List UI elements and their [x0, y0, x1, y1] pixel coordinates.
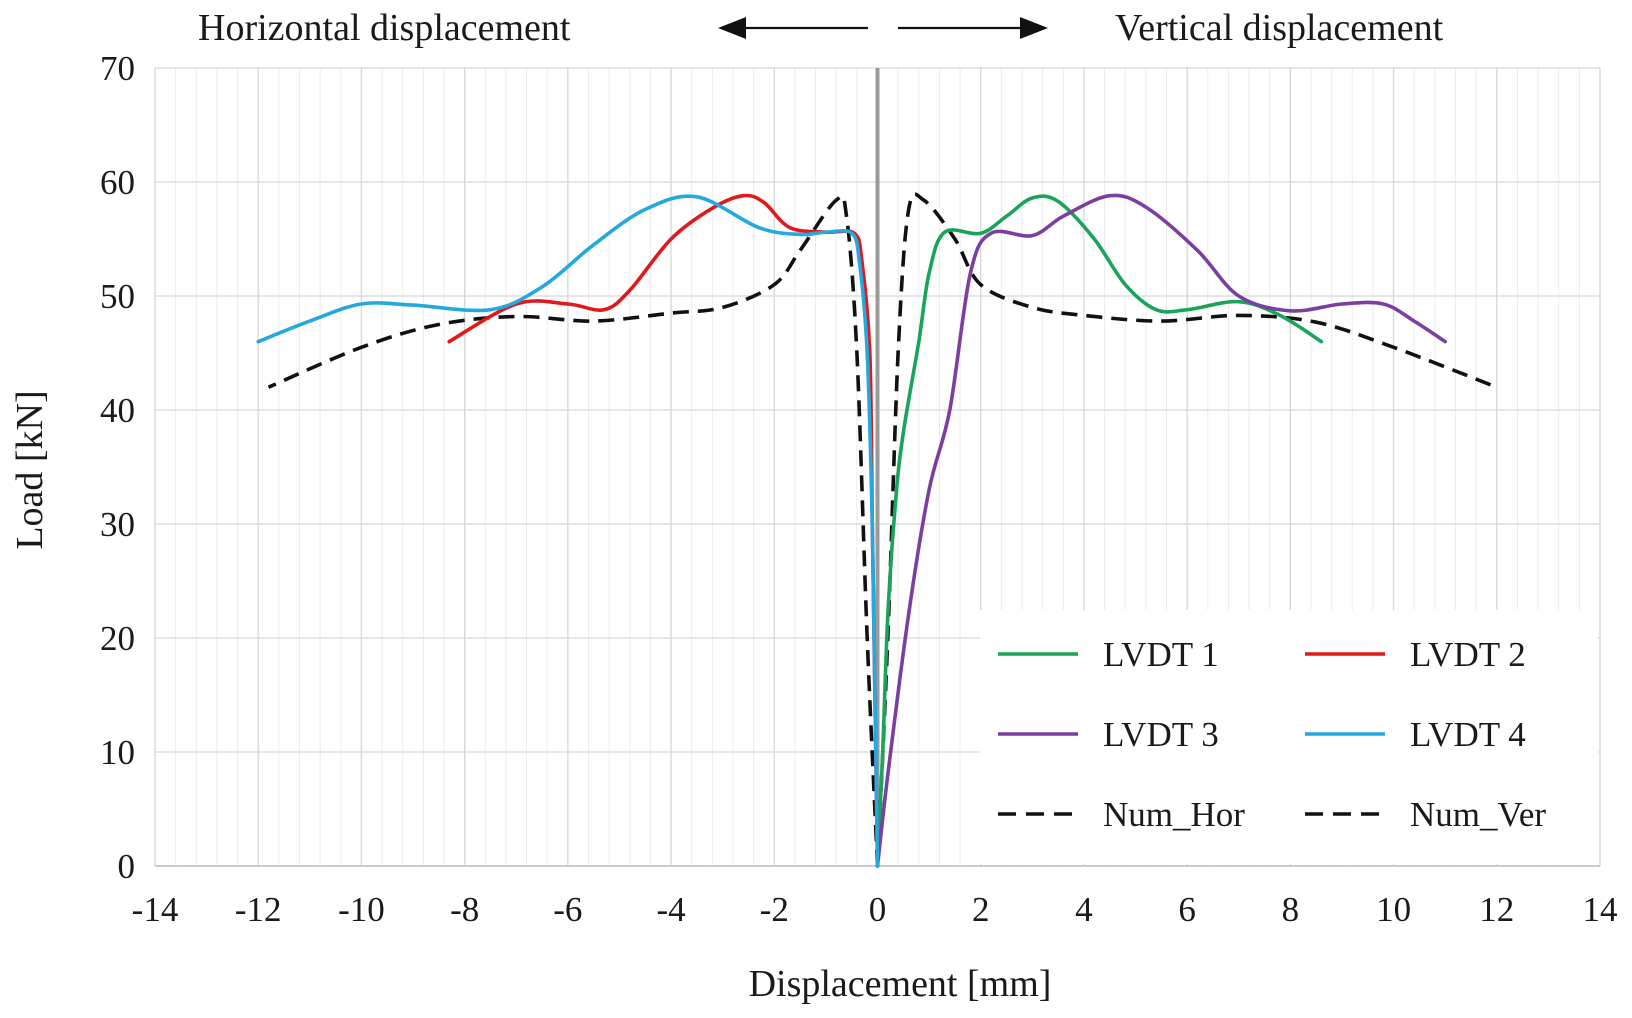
y-tick-label: 0: [118, 847, 136, 886]
x-tick-label: -6: [553, 890, 582, 929]
x-tick-label: -8: [450, 890, 479, 929]
legend-item-lvdt-1: LVDT 1: [998, 635, 1219, 674]
x-axis-title: Displacement [mm]: [749, 963, 1052, 1005]
legend-item-num-hor: Num_Hor: [998, 795, 1245, 834]
legend-box: [980, 610, 1598, 864]
y-axis-title: Load [kN]: [9, 390, 51, 549]
x-tick-label: -4: [656, 890, 685, 929]
y-tick-label: 10: [100, 733, 135, 772]
x-tick-label: 2: [972, 890, 990, 929]
series-line-lvdt-4: [256, 194, 880, 868]
legend-item-lvdt-3: LVDT 3: [998, 715, 1219, 754]
legend: LVDT 1 LVDT 2 LVDT 3 LVDT 4 Num_Hor Num_Ver: [980, 610, 1598, 864]
x-tick-label: 10: [1376, 890, 1411, 929]
x-tick-label: -12: [235, 890, 282, 929]
x-tick-label: -2: [760, 890, 789, 929]
series-line-num-ver: [875, 192, 1498, 867]
header: Horizontal displacement Vertical displac…: [198, 7, 1444, 49]
legend-item-lvdt-2: LVDT 2: [1305, 635, 1526, 674]
arrow-right-icon: [898, 17, 1048, 39]
x-tick-label: 12: [1479, 890, 1514, 929]
y-tick-label: 70: [100, 49, 135, 88]
x-tick-label: 8: [1282, 890, 1300, 929]
y-tick-label: 60: [100, 163, 135, 202]
series-line-lvdt-3: [875, 193, 1447, 868]
legend-label: Num_Hor: [1103, 795, 1245, 834]
header-left: Horizontal displacement: [198, 7, 571, 49]
series-line-lvdt-1: [875, 194, 1324, 868]
y-tick-label: 40: [100, 391, 135, 430]
x-tick-label: 14: [1583, 890, 1618, 929]
x-tick-label: 0: [869, 890, 887, 929]
legend-label: LVDT 2: [1410, 635, 1526, 674]
legend-item-num-ver: Num_Ver: [1305, 795, 1546, 834]
series-layer: [256, 192, 1498, 868]
arrow-left-icon: [718, 17, 868, 39]
x-tick-label: 6: [1178, 890, 1196, 929]
y-tick-label: 20: [100, 619, 135, 658]
x-tick-label: -10: [338, 890, 385, 929]
y-tick-label: 50: [100, 277, 135, 316]
header-right: Vertical displacement: [1115, 7, 1444, 49]
series-line-num-hor: [267, 194, 880, 867]
x-tick-label: -14: [132, 890, 179, 929]
y-tick-label: 30: [100, 505, 135, 544]
x-tick-label: 4: [1075, 890, 1093, 929]
legend-label: Num_Ver: [1410, 795, 1546, 834]
legend-item-lvdt-4: LVDT 4: [1305, 715, 1526, 754]
legend-label: LVDT 3: [1103, 715, 1219, 754]
legend-label: LVDT 4: [1410, 715, 1526, 754]
legend-label: LVDT 1: [1103, 635, 1219, 674]
